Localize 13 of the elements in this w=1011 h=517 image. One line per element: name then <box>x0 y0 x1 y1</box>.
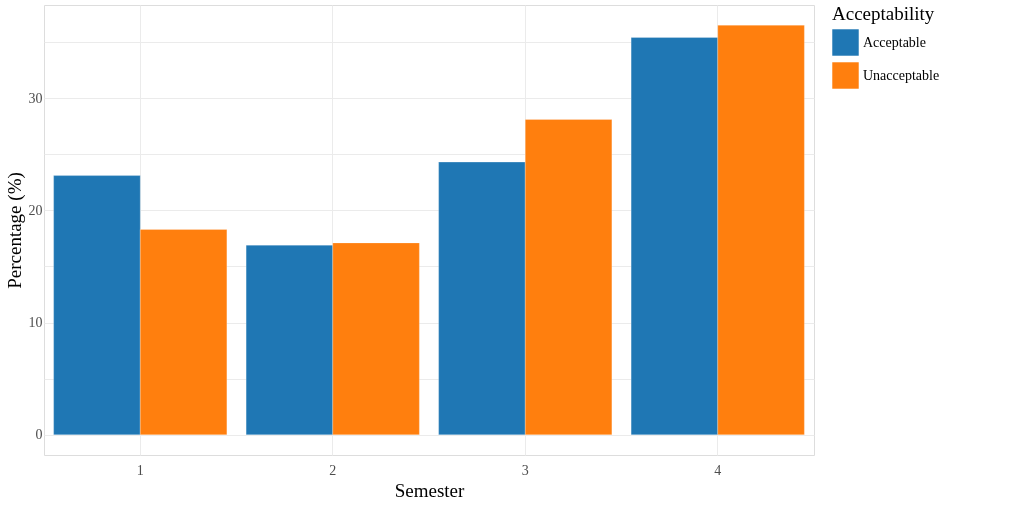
y-tick-label: 0 <box>35 427 43 443</box>
legend-label: Acceptable <box>863 34 926 50</box>
y-tick-label: 30 <box>28 90 43 106</box>
x-axis-title: Semester <box>394 479 465 501</box>
x-tick-label: 4 <box>714 462 722 478</box>
x-tick-label: 1 <box>136 462 144 478</box>
legend-title: Acceptability <box>832 3 935 24</box>
legend-label: Unacceptable <box>863 67 940 83</box>
y-axis-title: Percentage (%) <box>3 172 26 289</box>
x-tick-label: 2 <box>329 462 337 478</box>
x-tick-label: 3 <box>521 462 529 478</box>
y-tick-label: 20 <box>28 202 43 218</box>
y-tick-label: 10 <box>28 315 43 331</box>
